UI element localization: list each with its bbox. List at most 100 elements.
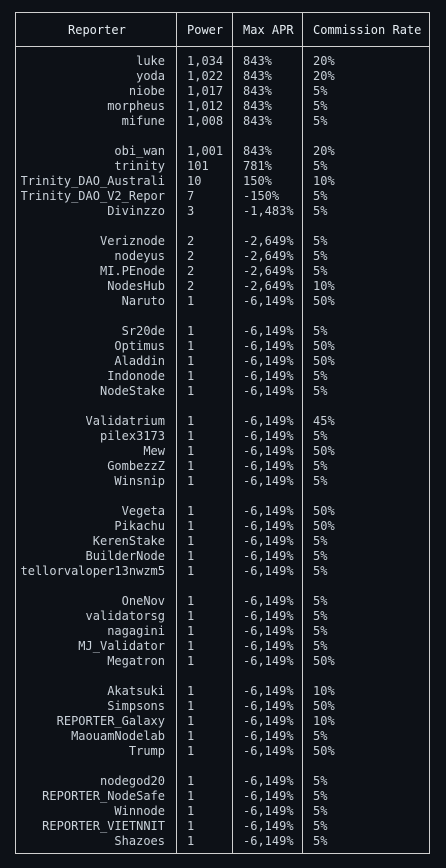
- column-divider-power-apr: [232, 13, 233, 853]
- max-apr-cell: -6,149%: [243, 564, 294, 578]
- commission-rate-cell: 5%: [313, 159, 328, 173]
- max-apr-cell: -6,149%: [243, 774, 294, 788]
- reporter-cell: trinity: [114, 159, 165, 173]
- max-apr-cell: -6,149%: [243, 519, 294, 533]
- max-apr-cell: -6,149%: [243, 504, 294, 518]
- table-row: validatorsg 1 -6,149% 5%: [16, 609, 429, 624]
- commission-rate-cell: 5%: [313, 789, 328, 803]
- max-apr-cell: -6,149%: [243, 354, 294, 368]
- group-spacer: [16, 669, 429, 684]
- table-row: niobe 1,017 843% 5%: [16, 84, 429, 99]
- reporter-cell: KerenStake: [92, 534, 165, 548]
- commission-rate-cell: 5%: [313, 624, 328, 638]
- power-cell: 1: [187, 444, 195, 458]
- reporter-cell: Pikachu: [114, 519, 165, 533]
- table-row: KerenStake 1 -6,149% 5%: [16, 534, 429, 549]
- commission-rate-cell: 50%: [313, 519, 335, 533]
- table-row: Winnode 1 -6,149% 5%: [16, 804, 429, 819]
- power-cell: 1: [187, 474, 195, 488]
- max-apr-cell: -6,149%: [243, 444, 294, 458]
- power-cell: 1: [187, 834, 195, 848]
- max-apr-cell: -6,149%: [243, 324, 294, 338]
- table-row: GombezzZ 1 -6,149% 5%: [16, 459, 429, 474]
- group-spacer: [16, 309, 429, 324]
- reporter-cell: Mew: [143, 444, 165, 458]
- reporter-cell: niobe: [128, 84, 165, 98]
- reporter-cell: luke: [136, 54, 165, 68]
- group-spacer: [16, 759, 429, 774]
- commission-rate-cell: 10%: [313, 174, 335, 188]
- power-cell: 1: [187, 414, 195, 428]
- power-cell: 1: [187, 654, 195, 668]
- commission-rate-cell: 50%: [313, 654, 335, 668]
- max-apr-cell: -6,149%: [243, 684, 294, 698]
- table-row: MI.PEnode 2 -2,649% 5%: [16, 264, 429, 279]
- max-apr-cell: -6,149%: [243, 654, 294, 668]
- commission-rate-cell: 50%: [313, 444, 335, 458]
- table-row: morpheus 1,012 843% 5%: [16, 99, 429, 114]
- reporter-cell: Trinity_DAO_V2_Repor: [20, 189, 166, 203]
- max-apr-cell: -6,149%: [243, 609, 294, 623]
- commission-rate-cell: 5%: [313, 834, 328, 848]
- table-row: obi_wan 1,001 843% 20%: [16, 144, 429, 159]
- commission-rate-cell: 20%: [313, 144, 335, 158]
- power-cell: 1: [187, 369, 195, 383]
- reporter-cell: obi_wan: [114, 144, 165, 158]
- reporter-cell: Validatrium: [85, 414, 165, 428]
- max-apr-cell: 843%: [243, 84, 272, 98]
- power-cell: 1: [187, 594, 195, 608]
- reporter-cell: Aladdin: [114, 354, 165, 368]
- table-row: luke 1,034 843% 20%: [16, 54, 429, 69]
- commission-rate-cell: 50%: [313, 339, 335, 353]
- commission-rate-cell: 5%: [313, 84, 328, 98]
- table-row: NodeStake 1 -6,149% 5%: [16, 384, 429, 399]
- power-cell: 1: [187, 789, 195, 803]
- power-cell: 1: [187, 429, 195, 443]
- power-cell: 1,012: [187, 99, 224, 113]
- table-row: Mew 1 -6,149% 50%: [16, 444, 429, 459]
- power-cell: 1,022: [187, 69, 224, 83]
- power-cell: 1: [187, 774, 195, 788]
- reporter-cell: nodegod20: [99, 774, 165, 788]
- power-cell: 2: [187, 234, 195, 248]
- power-cell: 1,017: [187, 84, 224, 98]
- power-cell: 1: [187, 639, 195, 653]
- reporter-cell: Simpsons: [107, 699, 165, 713]
- table-row: Simpsons 1 -6,149% 50%: [16, 699, 429, 714]
- max-apr-cell: -2,649%: [243, 234, 294, 248]
- reporter-cell: Veriznode: [99, 234, 165, 248]
- power-cell: 3: [187, 204, 195, 218]
- power-cell: 1: [187, 699, 195, 713]
- table-row: Shazoes 1 -6,149% 5%: [16, 834, 429, 849]
- power-cell: 2: [187, 264, 195, 278]
- table-row: Vegeta 1 -6,149% 50%: [16, 504, 429, 519]
- reporter-cell: REPORTER_Galaxy: [56, 714, 165, 728]
- power-cell: 1: [187, 714, 195, 728]
- max-apr-cell: -6,149%: [243, 429, 294, 443]
- table-row: Trinity_DAO_V2_Repor 7 -150% 5%: [16, 189, 429, 204]
- commission-rate-cell: 5%: [313, 474, 328, 488]
- commission-rate-cell: 50%: [313, 744, 335, 758]
- reporter-cell: yoda: [136, 69, 165, 83]
- commission-rate-cell: 5%: [313, 459, 328, 473]
- table-row: mifune 1,008 843% 5%: [16, 114, 429, 129]
- max-apr-cell: 843%: [243, 144, 272, 158]
- commission-rate-cell: 5%: [313, 594, 328, 608]
- max-apr-cell: -6,149%: [243, 804, 294, 818]
- max-apr-cell: -6,149%: [243, 384, 294, 398]
- reporter-cell: Sr20de: [121, 324, 165, 338]
- reporter-cell: Naruto: [121, 294, 165, 308]
- reporter-cell: validatorsg: [85, 609, 165, 623]
- reporter-cell: NodeStake: [99, 384, 165, 398]
- commission-rate-cell: 5%: [313, 114, 328, 128]
- table-row: Divinzzo 3 -1,483% 5%: [16, 204, 429, 219]
- header-power: Power: [187, 23, 224, 37]
- max-apr-cell: -6,149%: [243, 339, 294, 353]
- commission-rate-cell: 5%: [313, 189, 328, 203]
- power-cell: 1: [187, 804, 195, 818]
- table-row: tellorvaloper13nwzm5 1 -6,149% 5%: [16, 564, 429, 579]
- power-cell: 1: [187, 684, 195, 698]
- group-spacer: [16, 579, 429, 594]
- reporter-cell: OneNov: [121, 594, 165, 608]
- reporter-cell: MJ_Validator: [78, 639, 165, 653]
